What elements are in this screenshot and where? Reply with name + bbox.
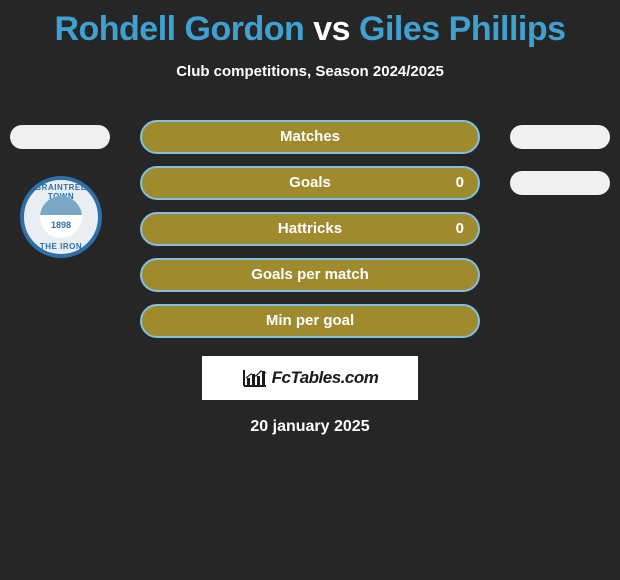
left-value-chip: [10, 125, 110, 149]
badge-bottom-text: THE IRON: [24, 242, 98, 251]
player-left-name: Rohdell Gordon: [54, 10, 304, 48]
badge-year: 1898: [24, 220, 98, 230]
stat-value-right: 0: [456, 214, 464, 244]
badge-inner: [40, 196, 82, 238]
stat-pill: Matches: [140, 120, 480, 154]
stat-label: Goals: [289, 174, 331, 191]
stat-row: Matches: [0, 114, 620, 160]
stat-row: Min per goal: [0, 298, 620, 344]
subtitle: Club competitions, Season 2024/2025: [0, 63, 620, 80]
page-title: Rohdell Gordon vs Giles Phillips: [0, 0, 620, 49]
update-date: 20 january 2025: [0, 418, 620, 436]
brand-text: FcTables.com: [272, 368, 379, 388]
stat-row: Goals per match: [0, 252, 620, 298]
stat-label: Matches: [280, 128, 340, 145]
right-value-chip: [510, 171, 610, 195]
stat-value-right: 0: [456, 168, 464, 198]
stat-pill: Goals per match: [140, 258, 480, 292]
stat-pill: Min per goal: [140, 304, 480, 338]
stat-pill: Hattricks 0: [140, 212, 480, 246]
bar-chart-icon: [242, 368, 268, 388]
stat-pill: Goals 0: [140, 166, 480, 200]
player-right-name: Giles Phillips: [359, 10, 566, 48]
vs-text: vs: [313, 10, 350, 48]
club-badge: BRAINTREE TOWN 1898 THE IRON: [20, 176, 102, 258]
right-value-chip: [510, 125, 610, 149]
stat-label: Goals per match: [251, 266, 369, 283]
stat-label: Hattricks: [278, 220, 342, 237]
stat-label: Min per goal: [266, 312, 354, 329]
brand-box: FcTables.com: [202, 356, 418, 400]
